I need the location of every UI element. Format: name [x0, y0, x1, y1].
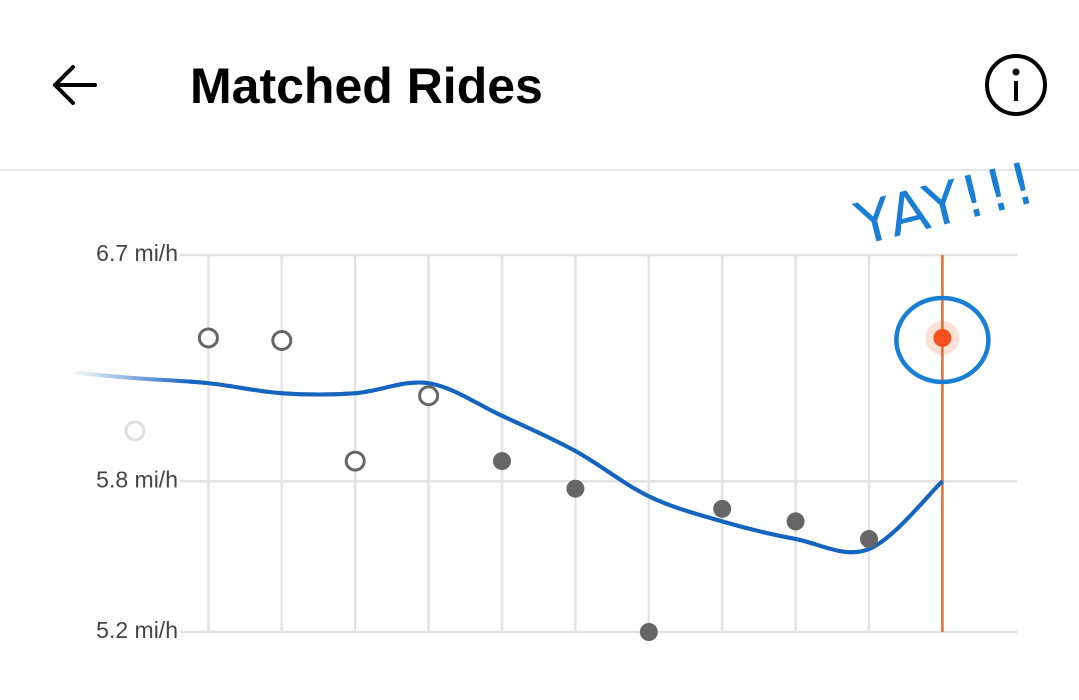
point [860, 530, 878, 549]
point [418, 385, 440, 407]
point [639, 623, 658, 641]
page-title: Matched Rides [190, 58, 543, 114]
back-arrow [53, 65, 97, 105]
point [713, 499, 732, 518]
point [566, 479, 585, 498]
point [786, 512, 805, 531]
info-dot [1012, 68, 1020, 76]
info-circle [985, 54, 1047, 116]
point [933, 328, 952, 347]
annotation-circle [894, 295, 991, 385]
point [271, 329, 293, 351]
trend-line-solid [70, 372, 942, 552]
y-tick-label: 5.8 mi/h [96, 466, 178, 492]
point [197, 327, 219, 349]
annotation: YAY!!! [848, 148, 1043, 259]
point [124, 420, 146, 442]
point [493, 452, 511, 471]
info-button[interactable] [985, 54, 1047, 116]
chart: 6.7 mi/h 5.8 mi/h 5.2 mi/h YAY!!! [69, 148, 1043, 643]
y-tick-label: 6.7 mi/h [96, 240, 178, 266]
back-button[interactable] [53, 65, 97, 105]
point [344, 450, 366, 472]
y-tick-label: 5.2 mi/h [96, 617, 178, 643]
